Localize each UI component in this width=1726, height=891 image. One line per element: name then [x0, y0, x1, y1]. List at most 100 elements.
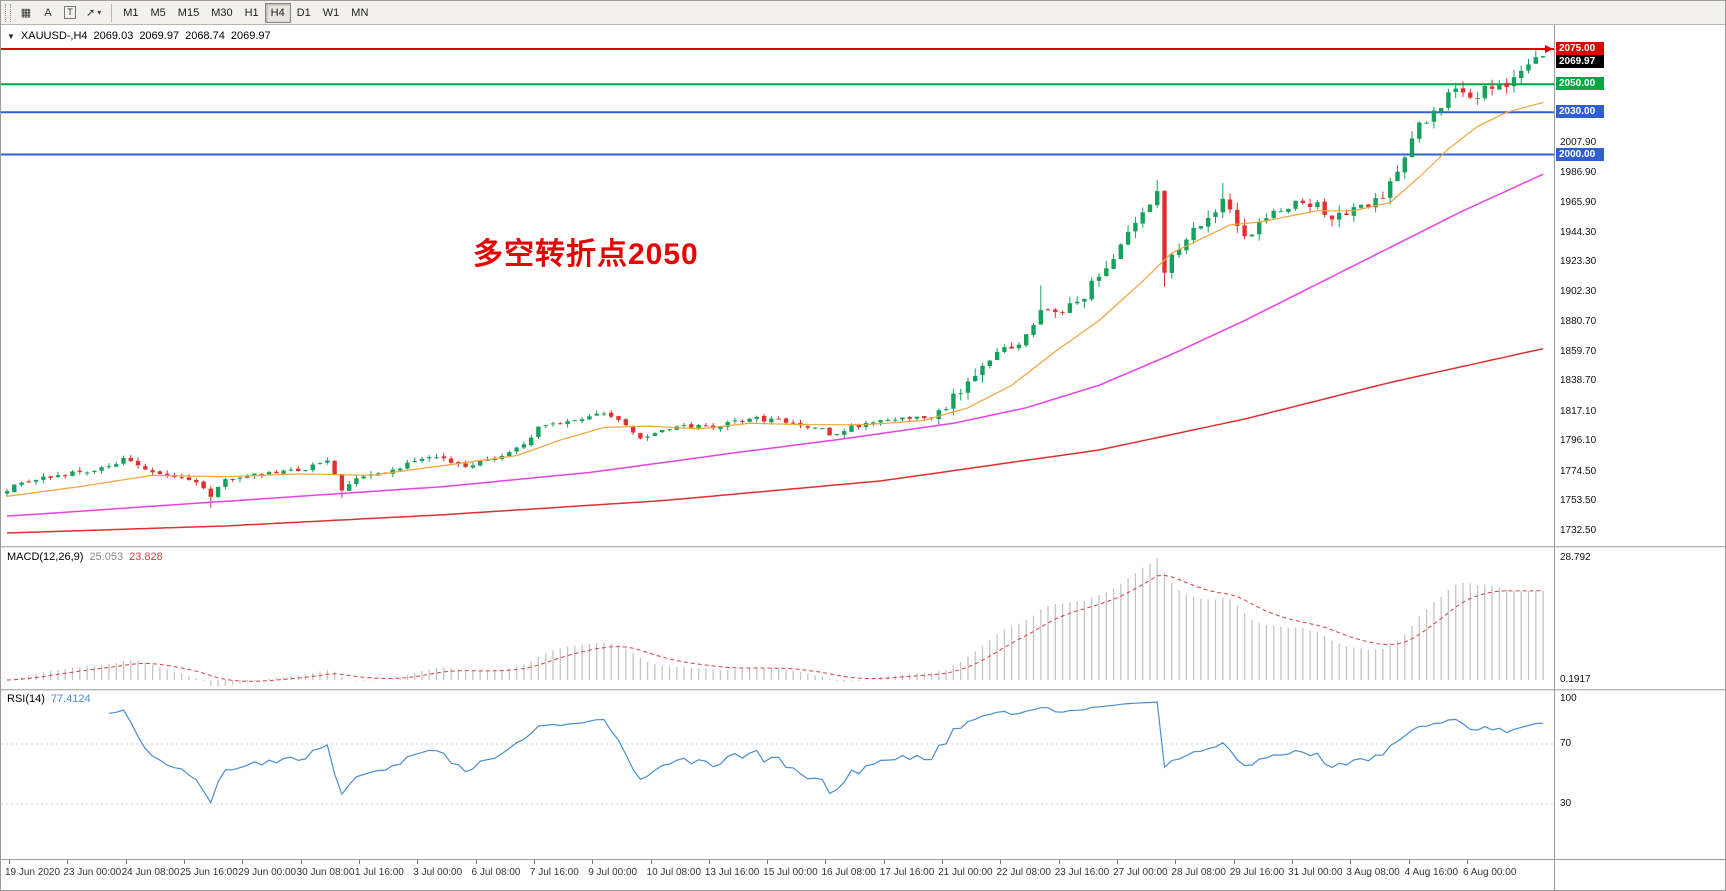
timeframe-w1-button[interactable]: W1: [322, 6, 340, 19]
rsi-value: 77.4124: [50, 693, 91, 705]
time-tick: [1408, 860, 1410, 864]
macd-main-value: 25.053: [89, 551, 124, 563]
time-label: 30 Jun 08:00: [296, 867, 355, 878]
rsi-indicator-panel[interactable]: [1, 691, 1554, 859]
time-tick: [708, 860, 710, 864]
panel-splitter-rsi[interactable]: [1, 689, 1725, 691]
time-label: 29 Jun 00:00: [238, 867, 297, 878]
price-label: 1986.90: [1560, 166, 1597, 178]
time-tick: [1175, 860, 1177, 864]
time-label: 6 Aug 00:00: [1463, 867, 1517, 878]
price-label: 1753.50: [1560, 495, 1597, 507]
tool-button-group: ▦ A T ➚ ▾: [15, 3, 106, 23]
level-tag-2050: 2050.00: [1556, 77, 1604, 91]
timeframe-m15-button[interactable]: M15: [177, 6, 200, 19]
time-label: 7 Jul 16:00: [529, 867, 579, 878]
macd-indicator-panel[interactable]: [1, 548, 1554, 689]
price-label: 1796.10: [1560, 435, 1597, 447]
ohlc-high: 2069.97: [139, 30, 180, 42]
level-tag-2030: 2030.00: [1556, 105, 1604, 119]
rsi-label: RSI(14) 77.4124: [7, 693, 91, 705]
toolbar-grip[interactable]: [5, 3, 11, 22]
price-label: 1732.50: [1560, 524, 1597, 536]
time-label: 21 Jul 00:00: [938, 867, 993, 878]
dropdown-arrow-icon: ▾: [97, 8, 102, 17]
main-price-chart[interactable]: [1, 25, 1554, 546]
time-label: 10 Jul 08:00: [646, 867, 702, 878]
time-tick: [1350, 860, 1352, 864]
panel-splitter-macd[interactable]: [1, 546, 1725, 548]
time-tick: [125, 860, 127, 864]
price-label: 1838.70: [1560, 375, 1597, 387]
toolbar-separator: [111, 3, 113, 22]
rsi-name: RSI(14): [7, 693, 45, 705]
chart-window-button[interactable]: ▦: [20, 7, 32, 19]
price-label: 1965.90: [1560, 196, 1597, 208]
time-tick: [1058, 860, 1060, 864]
time-tick: [1117, 860, 1119, 864]
price-label: 1859.70: [1560, 345, 1597, 357]
timeframe-m30-button[interactable]: M30: [211, 6, 233, 19]
price-scale[interactable]: 2007.90 1986.90 1965.90 1944.30 1923.30 1902.…: [1554, 25, 1725, 890]
level-tag-2000: 2000.00: [1556, 147, 1604, 161]
time-tick: [358, 860, 360, 864]
time-label: 17 Jul 16:00: [879, 867, 935, 878]
chart-title: ▼ XAUUSD-,H4 2069.03 2069.97 2068.74 206…: [7, 30, 271, 42]
time-label: 3 Jul 00:00: [413, 867, 463, 878]
time-label: 24 Jun 08:00: [121, 867, 180, 878]
text-label-tool-button[interactable]: A: [44, 6, 52, 19]
time-tick: [883, 860, 885, 864]
time-tick: [242, 860, 244, 864]
collapse-icon[interactable]: ▼: [7, 31, 15, 41]
price-label: 1817.10: [1560, 405, 1597, 417]
ohlc-close: 2069.97: [230, 30, 271, 42]
rsi-axis-label: 70: [1560, 738, 1572, 749]
macd-axis-label: 0.1917: [1560, 674, 1591, 685]
time-label: 22 Jul 08:00: [996, 867, 1051, 878]
timeframe-h4-button[interactable]: H4: [264, 2, 291, 23]
time-tick: [1292, 860, 1294, 864]
time-tick: [942, 860, 944, 864]
time-label: 3 Aug 08:00: [1346, 867, 1400, 878]
macd-signal-value: 23.828: [129, 551, 163, 563]
time-tick: [592, 860, 594, 864]
symbol-period-label: XAUUSD-,H4: [20, 30, 88, 42]
chart-annotation-text[interactable]: 多空转折点2050: [473, 238, 699, 271]
time-label: 6 Jul 08:00: [471, 867, 521, 878]
time-axis[interactable]: 19 Jun 2020 23 Jun 00:00 24 Jun 08:00 25 Ju…: [1, 859, 1725, 890]
timeframe-d1-button[interactable]: D1: [296, 6, 311, 19]
cursor-tool-button[interactable]: ➚ ▾: [86, 7, 102, 19]
time-label: 1 Jul 16:00: [354, 867, 404, 878]
time-tick: [533, 860, 535, 864]
timeframe-h1-button[interactable]: H1: [244, 6, 259, 19]
time-tick: [183, 860, 185, 864]
time-label: 15 Jul 00:00: [763, 867, 818, 878]
time-tick: [417, 860, 419, 864]
timeframe-button-group: M1 M5 M15 M30 H1 H4 D1 W1 MN: [117, 2, 374, 23]
time-tick: [1467, 860, 1468, 864]
time-tick: [1233, 860, 1235, 864]
time-label: 19 Jun 2020: [5, 867, 61, 878]
timeframe-m1-button[interactable]: M1: [123, 6, 139, 19]
resistance-tag-2075: 2075.00: [1556, 42, 1604, 55]
time-label: 16 Jul 08:00: [821, 867, 876, 878]
time-tick: [767, 860, 769, 864]
ohlc-low: 2068.74: [185, 30, 225, 42]
time-label: 9 Jul 00:00: [588, 867, 638, 878]
macd-label: MACD(12,26,9) 25.053 23.828: [7, 551, 163, 563]
timeframe-m5-button[interactable]: M5: [150, 6, 166, 19]
toolbar: ▦ A T ➚ ▾ M1 M5 M15 M30 H1 H4 D1 W1 MN: [1, 1, 1725, 25]
ohlc-open: 2069.03: [93, 30, 134, 42]
time-label: 29 Jul 16:00: [1229, 867, 1285, 878]
text-frame-tool-button[interactable]: T: [59, 3, 81, 23]
macd-axis-label: 28.792: [1560, 552, 1591, 563]
time-tick: [475, 860, 477, 864]
time-label: 23 Jun 00:00: [63, 867, 122, 878]
time-label: 31 Jul 00:00: [1288, 867, 1343, 878]
time-tick: [300, 860, 302, 864]
timeframe-mn-button[interactable]: MN: [351, 6, 369, 19]
time-label: 25 Jun 16:00: [179, 867, 238, 878]
price-label: 1880.70: [1560, 316, 1597, 328]
macd-name: MACD(12,26,9): [7, 551, 84, 563]
